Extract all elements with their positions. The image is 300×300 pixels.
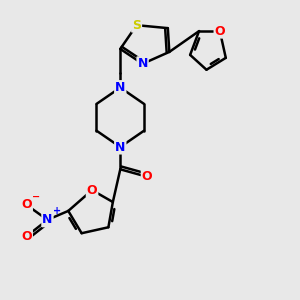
Text: S: S (132, 19, 141, 32)
Text: O: O (21, 199, 32, 212)
Text: O: O (21, 230, 32, 243)
Text: O: O (142, 170, 152, 183)
Text: N: N (137, 57, 148, 70)
Text: O: O (214, 25, 225, 38)
Text: N: N (42, 213, 52, 226)
Text: +: + (53, 206, 61, 217)
Text: N: N (115, 140, 125, 154)
Text: −: − (32, 192, 40, 202)
Text: N: N (115, 81, 125, 94)
Text: O: O (87, 184, 98, 196)
